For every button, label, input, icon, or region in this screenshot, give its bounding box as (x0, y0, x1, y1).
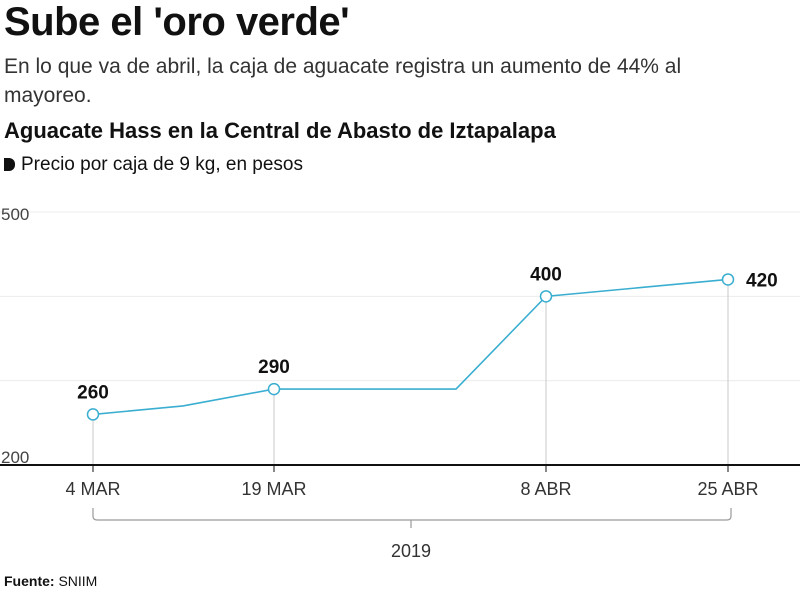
page-subtitle: En lo que va de abril, la caja de aguaca… (4, 55, 682, 107)
unit-legend: Precio por caja de 9 kg, en pesos (4, 154, 303, 176)
year-label: 2019 (391, 541, 431, 561)
x-tick-label: 25 ABR (697, 479, 758, 499)
x-tick-label: 19 MAR (241, 479, 306, 499)
data-point (721, 273, 735, 286)
data-point (539, 290, 553, 303)
data-label: 420 (746, 270, 778, 291)
source-value: SNIIM (54, 573, 98, 589)
data-point (267, 382, 281, 396)
chart-title: Aguacate Hass en la Central de Abasto de… (4, 118, 556, 143)
year-bracket (92, 508, 732, 521)
y-tick-label: 200 (1, 448, 29, 467)
data-label: 400 (530, 264, 562, 285)
data-point (86, 408, 100, 421)
data-label: 290 (258, 357, 290, 378)
x-tick-label: 8 ABR (520, 479, 571, 499)
legend-marker-icon (4, 158, 15, 171)
page-title: Sube el 'oro verde' (4, 0, 350, 44)
x-tick-label: 4 MAR (65, 479, 120, 499)
source-label: Fuente: (4, 573, 55, 589)
data-label: 260 (77, 382, 109, 403)
y-tick-label: 500 (1, 205, 29, 224)
series-line (92, 278, 729, 416)
unit-label: Precio por caja de 9 kg, en pesos (21, 154, 304, 175)
source-note: Fuente: SNIIM (4, 573, 97, 589)
